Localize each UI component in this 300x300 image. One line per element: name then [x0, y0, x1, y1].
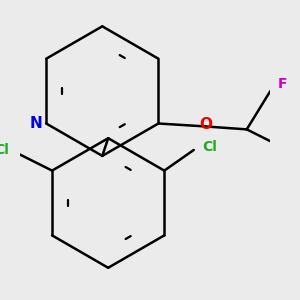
- Text: Cl: Cl: [0, 143, 10, 157]
- Text: Cl: Cl: [202, 140, 217, 154]
- Text: F: F: [299, 146, 300, 160]
- Text: O: O: [199, 118, 212, 133]
- Text: F: F: [277, 77, 287, 91]
- Text: N: N: [29, 116, 42, 131]
